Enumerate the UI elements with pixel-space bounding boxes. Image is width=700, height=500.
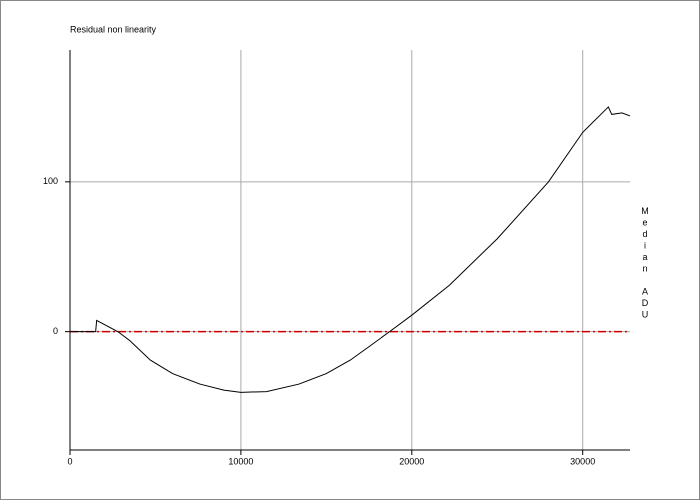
data-line [70,106,631,393]
x-tick-label: 0 [67,456,72,466]
y-tick-label: 0 [53,326,58,336]
x-tick-label: 30000 [570,456,595,466]
y-tick-label: 100 [43,176,58,186]
chart-title: Residual non linearity [70,24,157,34]
x-tick-label: 20000 [399,456,424,466]
x-tick-label: 10000 [228,456,253,466]
